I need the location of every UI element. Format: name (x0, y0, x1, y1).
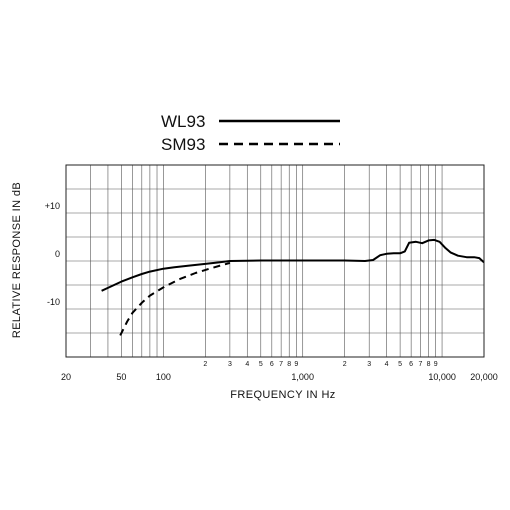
plot-frame (65, 164, 485, 358)
x-tick-label: 4 (245, 361, 249, 368)
x-tick-label: 10,000 (428, 372, 456, 382)
x-tick-label: 7 (419, 361, 423, 368)
x-tick-label: 9 (434, 361, 438, 368)
x-tick-label: 9 (294, 361, 298, 368)
x-tick-label: 4 (385, 361, 389, 368)
legend: WL93 SM93 (161, 112, 340, 154)
x-tick-label: 3 (228, 361, 232, 368)
x-tick-label: 6 (409, 361, 413, 368)
x-tick-label: 8 (427, 361, 431, 368)
x-tick-label: 3 (367, 361, 371, 368)
x-tick-label: 100 (156, 372, 171, 382)
y-tick-label: 0 (55, 249, 60, 259)
x-tick-label: 2 (203, 361, 207, 368)
x-tick-label: 6 (270, 361, 274, 368)
x-tick-label: 1,000 (291, 372, 314, 382)
x-axis-label: FREQUENCY IN Hz (230, 389, 335, 401)
legend-label-wl93: WL93 (161, 112, 205, 131)
y-tick-label: +10 (45, 201, 60, 211)
y-axis-label: RELATIVE RESPONSE IN dB (11, 182, 23, 338)
x-tick-label: 5 (398, 361, 402, 368)
legend-label-sm93: SM93 (161, 135, 205, 154)
x-tick-label: 5 (259, 361, 263, 368)
y-tick-labels: +10 0 -10 (45, 201, 60, 307)
y-tick-label: -10 (47, 297, 60, 307)
x-tick-label: 2 (343, 361, 347, 368)
x-tick-label: 7 (279, 361, 283, 368)
series-line-sm93 (119, 261, 231, 336)
series-layer (101, 238, 485, 336)
x-tick-label: 50 (116, 372, 126, 382)
series-line-wl93 (101, 238, 485, 292)
x-tick-label: 20 (61, 372, 71, 382)
x-tick-label: 8 (287, 361, 291, 368)
x-tick-label: 20,000 (470, 372, 498, 382)
